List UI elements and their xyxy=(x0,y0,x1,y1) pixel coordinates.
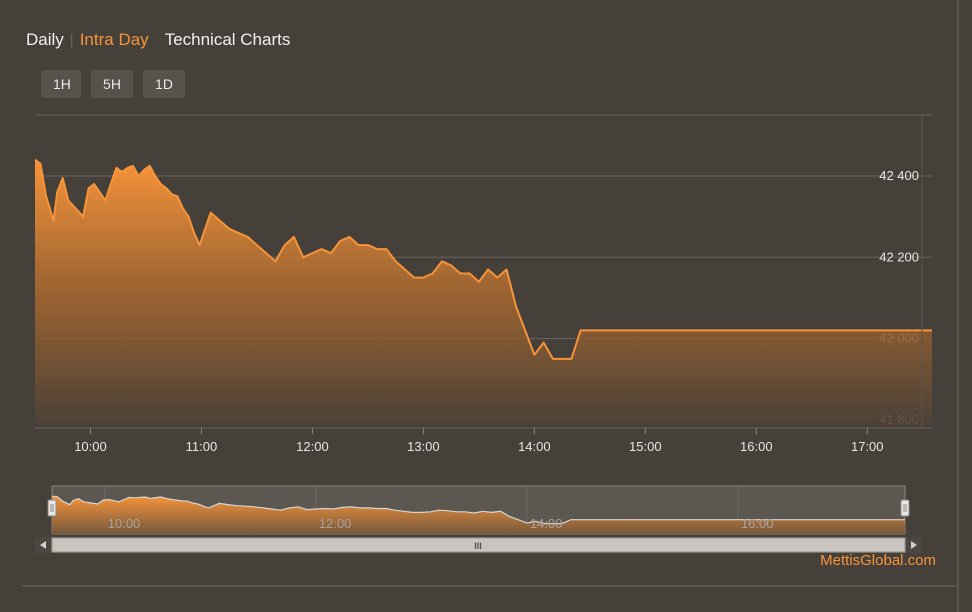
x-tick-label: 15:00 xyxy=(629,439,662,454)
arrow-right-icon xyxy=(911,541,917,549)
range-button-5h[interactable]: 5H xyxy=(91,70,133,98)
y-tick-label: 42 400 xyxy=(879,168,919,183)
x-tick-label: 11:00 xyxy=(186,439,218,454)
range-button-1h[interactable]: 1H xyxy=(41,70,81,98)
y-tick-label: 42 200 xyxy=(879,249,919,264)
navigator-tick-label: 10:00 xyxy=(108,516,141,531)
watermark-credit: MettisGlobal.com xyxy=(820,552,936,569)
frame-bottom-border xyxy=(22,585,957,587)
navigator-line xyxy=(51,495,905,525)
x-tick-label: 16:00 xyxy=(740,439,773,454)
navigator-tick-label: 14:00 xyxy=(530,516,563,531)
frame-right-border xyxy=(957,0,959,612)
price-line xyxy=(34,158,932,360)
navigator-area xyxy=(52,496,905,534)
x-tick-label: 10:00 xyxy=(74,439,107,454)
navigator-handle-left[interactable] xyxy=(47,499,57,517)
chart-type-tabs: Daily | Intra Day Technical Charts xyxy=(26,30,290,50)
x-tick-label: 17:00 xyxy=(851,439,884,454)
range-selector: 1H 5H 1D xyxy=(41,70,185,98)
range-button-1d[interactable]: 1D xyxy=(143,70,185,98)
navigator-handle-right[interactable] xyxy=(900,499,910,517)
x-tick-label: 14:00 xyxy=(518,439,551,454)
scrollbar-grip-icon: III xyxy=(474,541,482,551)
tab-technical-charts[interactable]: Technical Charts xyxy=(164,30,291,49)
arrow-left-icon xyxy=(40,541,46,549)
tab-intraday[interactable]: Intra Day xyxy=(79,30,149,49)
tab-daily[interactable]: Daily xyxy=(26,30,64,49)
navigator[interactable]: 10:00 12:00 14:00 16:00 III xyxy=(35,485,922,553)
tab-separator: | xyxy=(69,31,74,49)
navigator-tick-label: 12:00 xyxy=(319,516,352,531)
x-tick-label: 12:00 xyxy=(296,439,329,454)
x-tick-label: 13:00 xyxy=(407,439,440,454)
price-area xyxy=(35,159,932,428)
scrollbar-thumb[interactable] xyxy=(51,537,906,553)
navigator-tick-label: 16:00 xyxy=(741,516,774,531)
